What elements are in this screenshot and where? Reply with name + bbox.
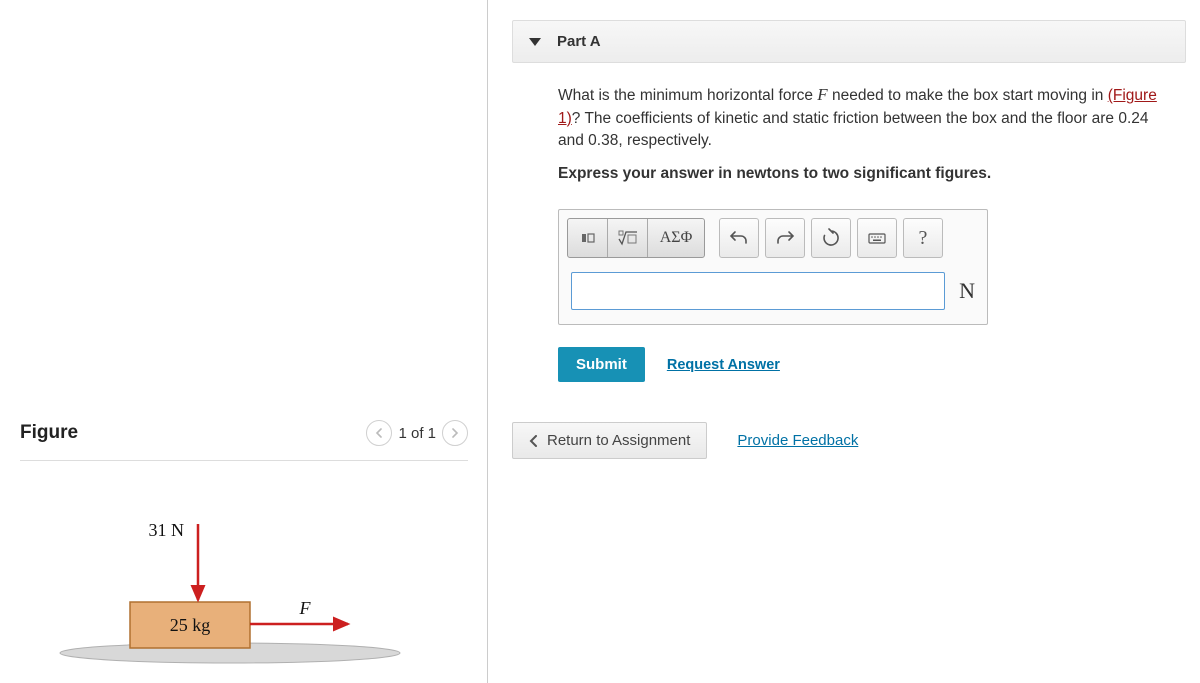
answer-input[interactable] bbox=[571, 272, 945, 310]
figure-next-button[interactable] bbox=[442, 420, 468, 446]
answer-box: ΑΣΦ ? N bbox=[558, 209, 988, 325]
figure-header: Figure 1 of 1 bbox=[20, 420, 468, 461]
collapse-triangle-icon bbox=[529, 38, 541, 46]
toolbar-reset-button[interactable] bbox=[811, 218, 851, 258]
variable-F: F bbox=[817, 85, 827, 104]
toolbar-radical-button[interactable] bbox=[608, 219, 648, 257]
toolbar-keyboard-button[interactable] bbox=[857, 218, 897, 258]
chevron-left-icon bbox=[529, 435, 539, 447]
figure-counter: 1 of 1 bbox=[398, 425, 436, 442]
undo-icon bbox=[729, 228, 749, 248]
question-body: What is the minimum horizontal force F n… bbox=[512, 63, 1186, 185]
answer-unit: N bbox=[959, 278, 975, 304]
figure-title: Figure bbox=[20, 422, 78, 444]
part-header[interactable]: Part A bbox=[512, 20, 1186, 63]
redo-icon bbox=[775, 228, 795, 248]
return-button[interactable]: Return to Assignment bbox=[512, 422, 707, 459]
part-title: Part A bbox=[557, 33, 601, 50]
figure-prev-button[interactable] bbox=[366, 420, 392, 446]
submit-button[interactable]: Submit bbox=[558, 347, 645, 382]
svg-text:25 kg: 25 kg bbox=[170, 615, 211, 635]
toolbar-undo-button[interactable] bbox=[719, 218, 759, 258]
radical-icon bbox=[617, 229, 639, 247]
svg-text:31 N: 31 N bbox=[149, 520, 185, 540]
chevron-right-icon bbox=[450, 428, 460, 438]
figure-diagram: 25 kg 31 N F bbox=[20, 478, 468, 678]
answer-toolbar: ΑΣΦ ? bbox=[567, 218, 979, 258]
reset-icon bbox=[821, 228, 841, 248]
figure-nav: 1 of 1 bbox=[366, 420, 468, 446]
request-answer-link[interactable]: Request Answer bbox=[667, 357, 780, 373]
keyboard-icon bbox=[867, 228, 887, 248]
toolbar-help-button[interactable]: ? bbox=[903, 218, 943, 258]
question-text: What is the minimum horizontal force F n… bbox=[558, 83, 1178, 153]
toolbar-redo-button[interactable] bbox=[765, 218, 805, 258]
provide-feedback-link[interactable]: Provide Feedback bbox=[737, 432, 858, 449]
toolbar-templates-button[interactable] bbox=[568, 219, 608, 257]
svg-text:F: F bbox=[299, 598, 312, 618]
toolbar-greek-button[interactable]: ΑΣΦ bbox=[648, 219, 704, 257]
chevron-left-icon bbox=[374, 428, 384, 438]
answer-instruction: Express your answer in newtons to two si… bbox=[558, 163, 1178, 185]
template-icon bbox=[581, 231, 595, 245]
